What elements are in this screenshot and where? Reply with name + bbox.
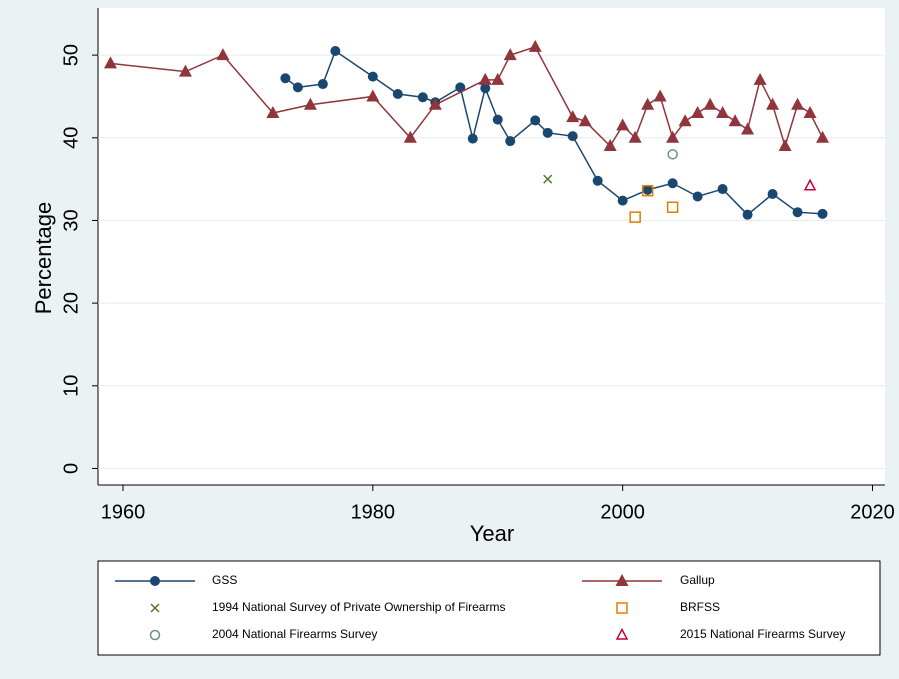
data-point <box>478 72 492 85</box>
data-point <box>716 105 730 118</box>
y-tick-label: 10 <box>60 375 82 397</box>
legend-label: BRFSS <box>680 600 720 614</box>
data-point <box>543 174 553 184</box>
data-point <box>629 211 641 223</box>
data-point <box>628 130 642 143</box>
legend-label: 2015 National Firearms Survey <box>680 627 845 641</box>
data-point <box>103 56 117 69</box>
data-point <box>266 105 280 118</box>
data-point <box>505 136 516 147</box>
data-point <box>330 45 341 56</box>
data-point <box>803 178 817 191</box>
data-point <box>778 139 792 152</box>
data-point <box>753 72 767 85</box>
data-point <box>492 114 503 125</box>
data-point <box>816 130 830 143</box>
data-point <box>467 133 478 144</box>
data-point <box>767 189 778 200</box>
data-point <box>717 184 728 195</box>
data-point <box>578 114 592 127</box>
data-point <box>542 127 553 138</box>
data-point <box>792 207 803 218</box>
data-point <box>666 201 679 213</box>
legend-label: 1994 National Survey of Private Ownershi… <box>212 600 505 614</box>
plot-area <box>98 8 885 485</box>
data-point <box>666 130 680 143</box>
data-point <box>667 149 678 160</box>
data-point <box>455 82 466 93</box>
legend-marker <box>150 576 160 586</box>
data-point <box>503 48 517 61</box>
data-point <box>653 89 667 102</box>
x-tick-label: 2000 <box>600 501 645 523</box>
data-point <box>603 139 617 152</box>
data-point <box>491 72 505 85</box>
data-point <box>366 89 380 102</box>
data-point <box>817 208 828 219</box>
legend-label: 2004 National Firearms Survey <box>212 627 377 641</box>
data-point <box>280 73 291 84</box>
data-point <box>667 178 678 189</box>
data-point <box>616 118 630 131</box>
y-tick-label: 30 <box>60 209 82 231</box>
data-point <box>292 82 303 93</box>
legend-marker <box>616 602 628 614</box>
y-tick-label: 0 <box>60 463 82 474</box>
data-point <box>741 122 755 135</box>
data-point <box>641 184 654 197</box>
data-point <box>617 195 628 206</box>
legend-marker <box>149 629 161 641</box>
data-point <box>692 191 703 202</box>
legend-marker <box>615 574 629 586</box>
data-point <box>303 97 317 110</box>
x-tick-label: 2020 <box>850 501 895 523</box>
data-point <box>392 88 403 99</box>
data-point <box>678 114 692 127</box>
data-point <box>428 97 442 110</box>
data-point <box>417 92 428 103</box>
data-point <box>567 131 578 142</box>
data-point <box>566 110 580 123</box>
series-line <box>110 45 824 149</box>
legend-marker <box>615 627 629 640</box>
data-point <box>530 115 541 126</box>
data-point <box>803 105 817 118</box>
data-point <box>367 71 378 82</box>
data-point <box>703 97 717 110</box>
y-tick-label: 40 <box>60 127 82 149</box>
data-point <box>216 48 230 61</box>
data-point <box>592 175 603 186</box>
data-point <box>528 39 542 52</box>
data-point <box>691 105 705 118</box>
legend <box>97 560 881 656</box>
data-point <box>791 97 805 110</box>
data-point <box>403 130 417 143</box>
legend-marker <box>150 603 160 613</box>
legend-label: GSS <box>212 573 237 587</box>
data-point <box>317 79 328 90</box>
x-axis-title: Year <box>470 521 514 546</box>
data-point <box>178 64 192 77</box>
data-point <box>742 209 753 220</box>
data-point <box>641 97 655 110</box>
data-point <box>728 114 742 127</box>
y-tick-label: 50 <box>60 44 82 66</box>
data-point <box>480 83 491 94</box>
legend-label: Gallup <box>680 573 715 587</box>
x-tick-label: 1960 <box>101 501 146 523</box>
y-tick-label: 20 <box>60 292 82 314</box>
data-point <box>766 97 780 110</box>
y-axis-title: Percentage <box>31 202 56 315</box>
x-tick-label: 1980 <box>351 501 396 523</box>
data-point <box>642 184 653 195</box>
